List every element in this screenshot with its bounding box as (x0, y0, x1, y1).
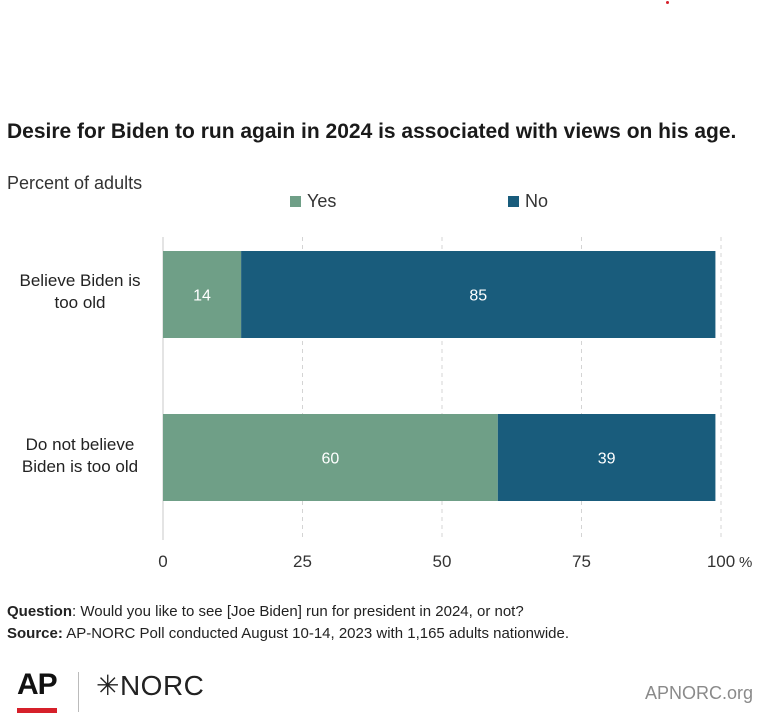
legend-label-yes: Yes (307, 191, 337, 211)
bar-yes (163, 251, 242, 338)
chart-subtitle: Percent of adults (7, 173, 143, 193)
footnote-source: Source: AP-NORC Poll conducted August 10… (7, 625, 569, 642)
legend-swatch-no (508, 196, 519, 207)
category-label-line: Believe Biden is (19, 271, 141, 290)
category-label-line: Biden is too old (21, 457, 139, 476)
bar-no (497, 414, 716, 501)
data-label: 85 (469, 288, 487, 305)
category-label-line: Do not believe (25, 435, 135, 454)
category-label-line: too old (54, 293, 106, 312)
ap-logo-bar (17, 708, 57, 713)
x-tick-label: 50 (433, 552, 452, 571)
bar-yes (163, 414, 498, 501)
legend-item-no: No (508, 191, 548, 212)
norc-logo: ✳NORC (96, 670, 205, 701)
data-label: 60 (322, 451, 340, 468)
site-link[interactable]: APNORC.org (644, 683, 753, 703)
source-text: AP-NORC Poll conducted August 10-14, 202… (62, 625, 570, 642)
corner-dot (666, 1, 669, 4)
ap-logo: AP (17, 668, 58, 701)
legend-label-no: No (525, 191, 549, 211)
category-label-not-too-old: Do not believe Biden is too old (0, 434, 160, 478)
source-label: Source: (7, 625, 63, 642)
x-tick-label: 25 (293, 552, 312, 571)
data-label: 14 (193, 288, 211, 305)
data-label: 39 (598, 451, 616, 468)
legend-swatch-yes (290, 196, 301, 207)
bar-chart: 14 85 60 39 0 25 50 75 100% (158, 237, 752, 571)
x-tick-label: 75 (572, 552, 591, 571)
chart-title: Desire for Biden to run again in 2024 is… (7, 120, 737, 143)
question-label: Question (7, 603, 73, 620)
legend-item-yes: Yes (290, 191, 336, 212)
x-tick-label: 0 (158, 552, 167, 571)
question-text: : Would you like to see [Joe Biden] run … (72, 603, 524, 620)
logo-divider (78, 672, 79, 712)
category-label-too-old: Believe Biden is too old (0, 270, 160, 314)
x-tick-label: 100 (707, 552, 735, 571)
footnote-question: Question: Would you like to see [Joe Bid… (7, 603, 524, 620)
x-unit-label: % (739, 554, 752, 571)
bar-no (241, 251, 716, 338)
